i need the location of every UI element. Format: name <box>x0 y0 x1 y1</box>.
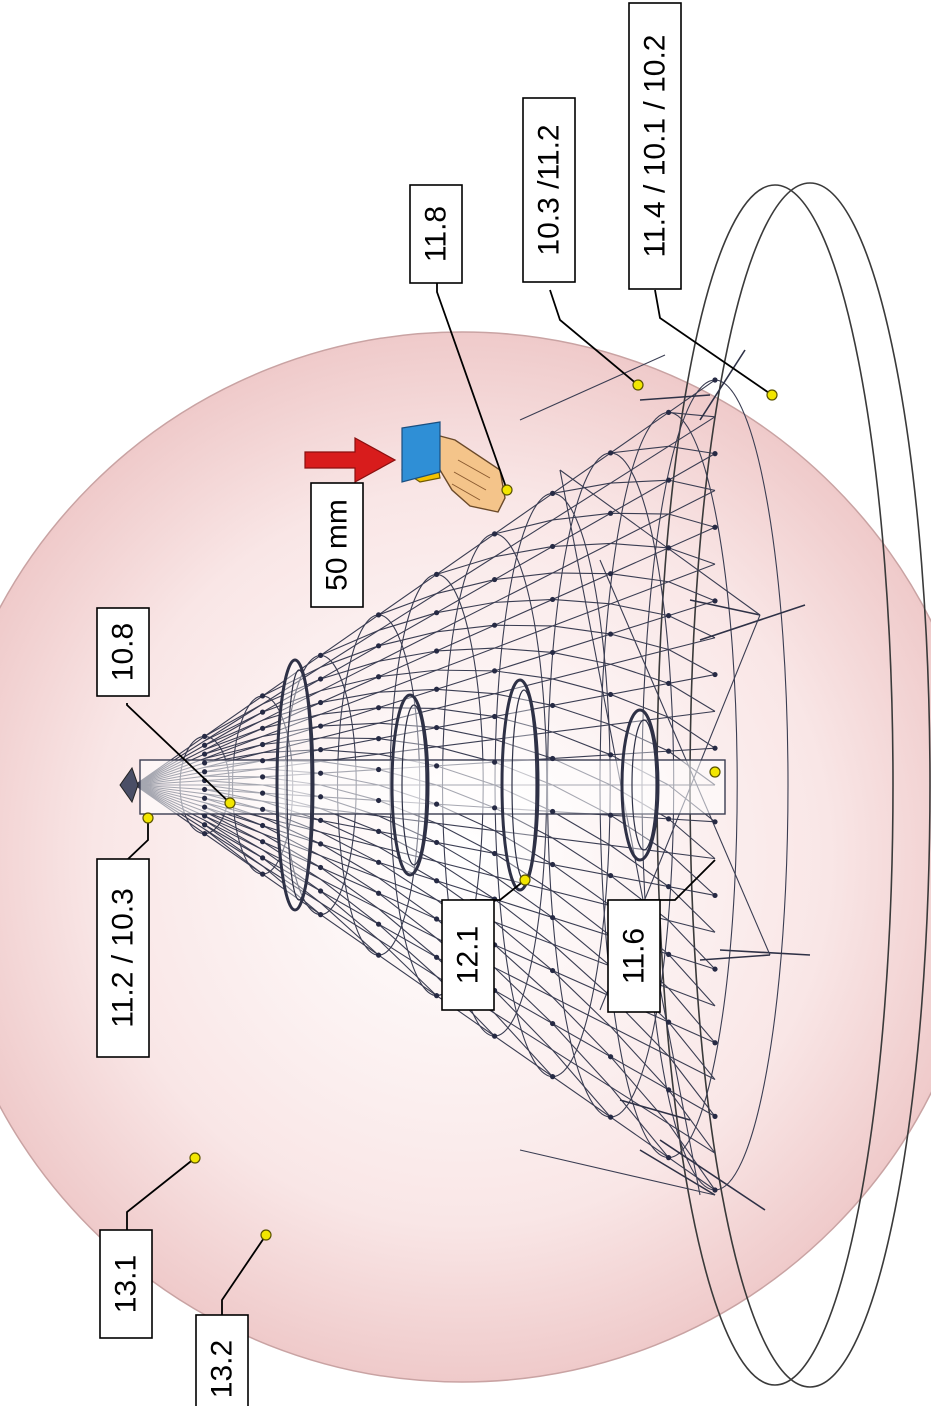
label-13-2: 13.2 <box>195 1314 249 1406</box>
svg-text:11.2 / 10.3: 11.2 / 10.3 <box>107 888 140 1028</box>
svg-text:10.8: 10.8 <box>107 623 140 681</box>
marker-dots <box>142 379 778 1241</box>
label-10-8: 10.8 <box>96 607 150 697</box>
label-13-1: 13.1 <box>99 1229 153 1339</box>
svg-text:11.4 / 10.1 / 10.2: 11.4 / 10.1 / 10.2 <box>639 35 672 258</box>
red-arrow-icon <box>304 436 397 484</box>
label-11-8: 11.8 <box>409 184 463 284</box>
svg-text:13.2: 13.2 <box>206 1340 239 1398</box>
svg-text:50 mm: 50 mm <box>321 499 354 591</box>
label-10-3-11-2: 10.3 /11.2 <box>522 97 576 283</box>
svg-text:12.1: 12.1 <box>452 926 485 984</box>
svg-text:11.8: 11.8 <box>420 206 453 262</box>
svg-text:10.3 /11.2: 10.3 /11.2 <box>533 124 566 255</box>
hand-icon <box>401 421 506 513</box>
svg-text:11.6: 11.6 <box>618 928 651 984</box>
label-11-6: 11.6 <box>607 899 661 1013</box>
cone-rings <box>275 658 660 912</box>
label-12-1: 12.1 <box>441 899 495 1011</box>
label-11-2-10-3: 11.2 / 10.3 <box>96 858 150 1058</box>
label-50-mm: 50 mm <box>310 482 364 608</box>
rope-clamps <box>202 377 718 1193</box>
svg-text:13.1: 13.1 <box>110 1255 143 1313</box>
central-mast <box>119 759 726 815</box>
label-11-4-10-1-10-2: 11.4 / 10.1 / 10.2 <box>628 2 682 290</box>
